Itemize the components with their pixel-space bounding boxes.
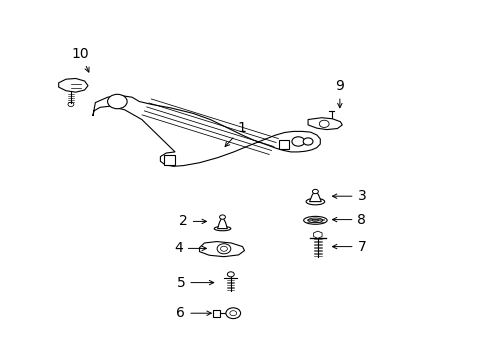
Circle shape: [312, 189, 318, 194]
Circle shape: [227, 272, 234, 277]
Polygon shape: [212, 310, 220, 317]
Text: 2: 2: [179, 215, 206, 228]
Text: 7: 7: [332, 240, 366, 253]
Text: 1: 1: [224, 121, 246, 147]
Circle shape: [219, 215, 225, 219]
Circle shape: [303, 138, 312, 145]
Polygon shape: [278, 140, 289, 149]
Polygon shape: [199, 242, 244, 257]
Ellipse shape: [214, 226, 230, 231]
Ellipse shape: [311, 219, 318, 221]
Polygon shape: [93, 95, 320, 166]
Ellipse shape: [305, 198, 324, 205]
Ellipse shape: [303, 216, 326, 224]
Text: 6: 6: [176, 306, 211, 320]
Text: 9: 9: [335, 80, 344, 108]
Text: 10: 10: [72, 47, 89, 72]
Circle shape: [225, 308, 240, 319]
Ellipse shape: [307, 218, 322, 222]
Text: 3: 3: [332, 189, 366, 203]
Circle shape: [229, 311, 236, 316]
Circle shape: [319, 120, 328, 127]
Polygon shape: [307, 118, 342, 130]
Text: 5: 5: [176, 276, 213, 289]
Text: 4: 4: [174, 242, 206, 255]
Polygon shape: [309, 192, 321, 202]
Circle shape: [107, 94, 127, 109]
Circle shape: [291, 137, 304, 146]
Circle shape: [220, 246, 227, 251]
Polygon shape: [217, 219, 227, 229]
Polygon shape: [163, 155, 175, 165]
Polygon shape: [59, 78, 88, 92]
Polygon shape: [313, 231, 322, 238]
Text: 8: 8: [332, 213, 366, 226]
Circle shape: [217, 244, 230, 254]
